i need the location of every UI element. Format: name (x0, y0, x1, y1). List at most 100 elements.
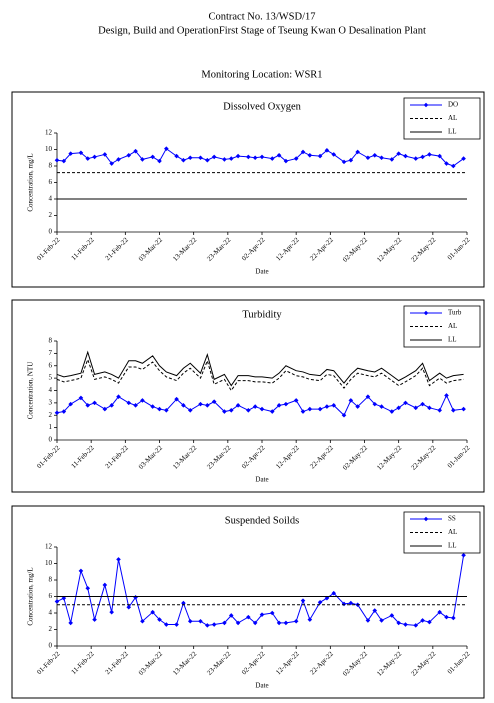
data-point (331, 403, 337, 408)
y-tick-label: 6 (49, 361, 53, 369)
y-tick-label: 1 (49, 423, 53, 431)
data-point (403, 622, 408, 627)
legend-label: SS (448, 515, 456, 523)
data-point (78, 568, 84, 574)
data-point (157, 158, 162, 164)
data-point (174, 396, 179, 402)
data-point (222, 620, 227, 626)
data-point (222, 157, 227, 162)
y-tick-label: 2 (49, 211, 53, 219)
data-point (307, 406, 313, 412)
chart-frame (11, 505, 485, 699)
data-point (396, 620, 401, 626)
x-tick-label: 22-May-22 (409, 236, 437, 264)
data-point (187, 155, 193, 161)
legend-marker (423, 310, 429, 316)
data-point (198, 618, 203, 624)
data-point (109, 161, 114, 166)
data-point (246, 614, 251, 620)
chart-frame (11, 91, 485, 288)
x-tick-label: 21-Feb-22 (104, 650, 131, 677)
data-point (300, 149, 306, 155)
data-point (307, 617, 313, 622)
data-point (205, 403, 210, 408)
data-point (461, 406, 466, 412)
data-point (451, 163, 456, 169)
x-tick-label: 22-Apr-22 (308, 444, 335, 471)
data-point (317, 406, 323, 412)
legend-label: Turb (448, 309, 462, 317)
data-point (413, 405, 419, 411)
series-line (56, 358, 464, 392)
data-point (317, 599, 323, 605)
contract: Contract No. 13/WSD/17 (208, 11, 315, 22)
x-axis-title: Date (255, 682, 268, 690)
project: Design, Build and OperationFirst Stage o… (98, 25, 426, 36)
y-tick-label: 6 (49, 178, 53, 186)
data-point (133, 148, 138, 154)
data-point (420, 401, 425, 407)
x-tick-label: 02-May-22 (341, 444, 369, 472)
legend-label: LL (448, 336, 457, 344)
data-point (54, 157, 60, 163)
x-tick-label: 02-Apr-22 (240, 236, 267, 263)
y-tick-label: 2 (49, 411, 53, 419)
data-point (164, 146, 169, 151)
x-tick-label: 11-Feb-22 (70, 444, 96, 470)
data-point (348, 600, 354, 606)
data-point (283, 158, 289, 164)
y-tick-label: 10 (45, 559, 53, 567)
data-point (389, 409, 395, 414)
data-point (78, 150, 84, 156)
legend-label: AL (448, 322, 457, 330)
data-point (389, 613, 395, 618)
data-point (61, 409, 67, 414)
legend-label: AL (448, 114, 457, 122)
x-tick-label: 23-Mar-22 (205, 650, 232, 677)
data-point (102, 152, 108, 157)
data-point (324, 404, 330, 409)
data-point (379, 404, 384, 409)
data-point (365, 618, 371, 623)
x-tick-label: 03-Mar-22 (137, 444, 164, 471)
x-axis-title: Date (255, 268, 268, 276)
x-tick-label: 01-Jun-22 (446, 236, 472, 262)
data-point (126, 400, 132, 406)
data-point (444, 161, 449, 166)
data-point (437, 153, 442, 159)
data-point (164, 622, 169, 627)
data-point (389, 157, 395, 162)
data-point (211, 154, 217, 160)
data-point (198, 155, 203, 161)
data-point (451, 408, 456, 413)
data-point (355, 404, 360, 409)
y-tick-label: 2 (49, 625, 53, 633)
data-point (341, 159, 347, 165)
data-point (365, 155, 371, 161)
data-point (246, 408, 251, 413)
data-point (372, 608, 378, 613)
data-point (444, 614, 449, 620)
y-tick-label: 7 (49, 349, 53, 357)
data-point (235, 620, 241, 626)
data-point (355, 149, 360, 155)
x-tick-label: 12-May-22 (375, 444, 403, 472)
data-point (61, 158, 67, 164)
data-point (307, 152, 313, 158)
legend-marker (423, 516, 429, 522)
data-point (92, 154, 97, 160)
x-tick-label: 11-Feb-22 (70, 650, 96, 676)
data-point (403, 400, 408, 406)
x-tick-label: 22-May-22 (409, 650, 437, 678)
data-point (348, 398, 354, 403)
x-tick-label: 21-Feb-22 (104, 236, 131, 263)
data-point (228, 408, 234, 413)
data-point (252, 155, 258, 161)
data-point (187, 408, 193, 413)
data-point (102, 406, 108, 412)
data-point (300, 409, 306, 414)
data-point (293, 156, 299, 161)
x-tick-label: 12-May-22 (375, 650, 403, 678)
data-point (92, 400, 97, 406)
data-point (427, 152, 432, 157)
